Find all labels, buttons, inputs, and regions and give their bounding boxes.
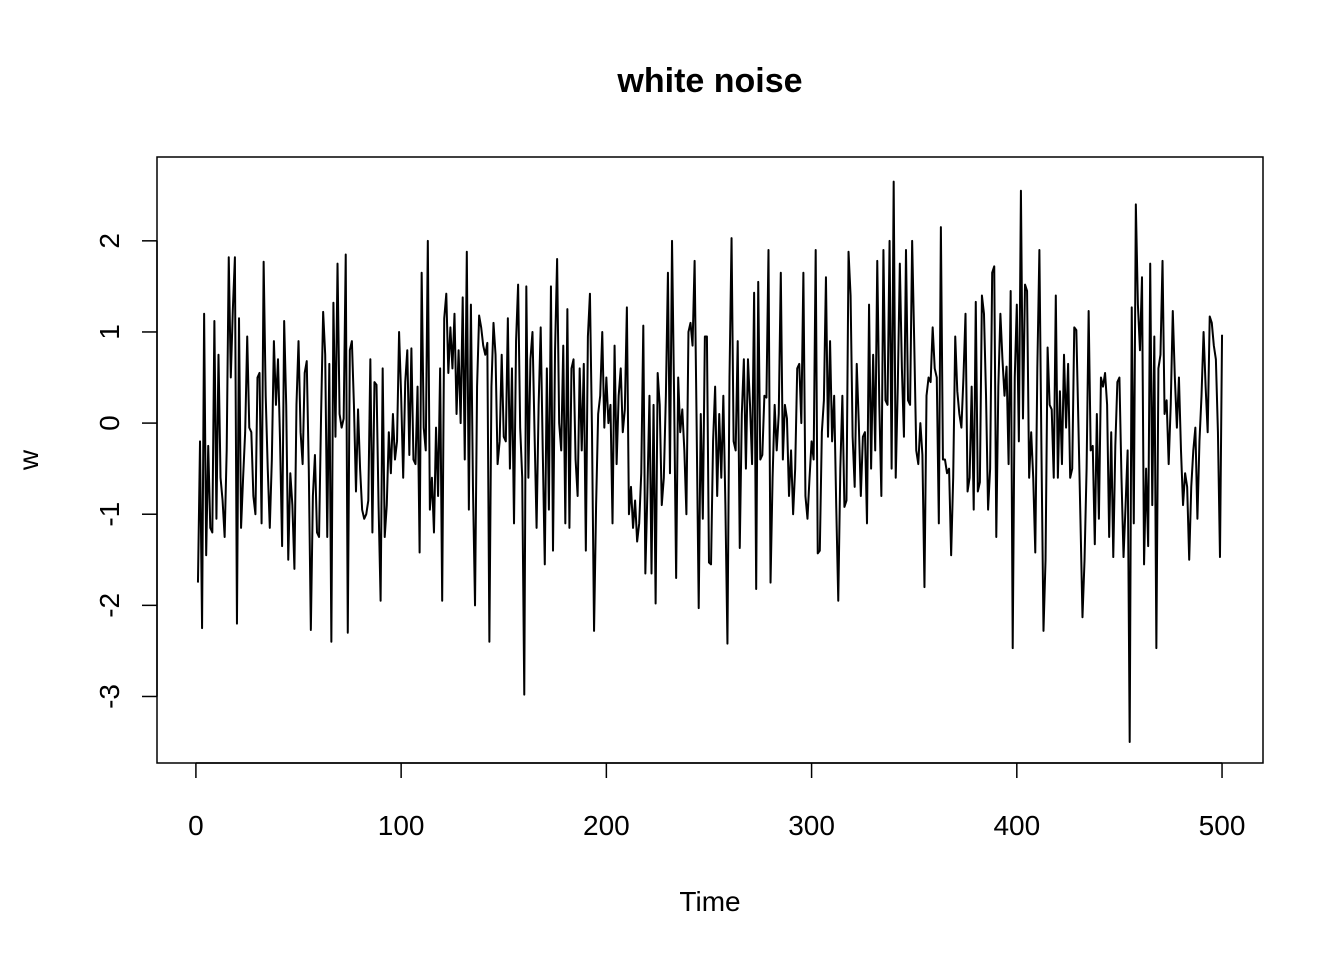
x-tick-label: 0 (188, 810, 204, 841)
x-tick-label: 300 (788, 810, 835, 841)
series-line (196, 180, 1224, 744)
x-axis-label: Time (679, 886, 740, 917)
y-tick-label: -2 (94, 593, 125, 618)
y-tick-label: 0 (94, 415, 125, 431)
y-tick-label: -1 (94, 502, 125, 527)
y-tick-label: 2 (94, 233, 125, 249)
y-axis-label: w (13, 449, 44, 471)
y-tick-label: 1 (94, 324, 125, 340)
x-tick-label: 200 (583, 810, 630, 841)
x-tick-label: 500 (1199, 810, 1246, 841)
chart-title: white noise (616, 62, 802, 100)
x-tick-label: 100 (378, 810, 425, 841)
y-tick-label: -3 (94, 684, 125, 709)
x-tick-label: 400 (993, 810, 1040, 841)
